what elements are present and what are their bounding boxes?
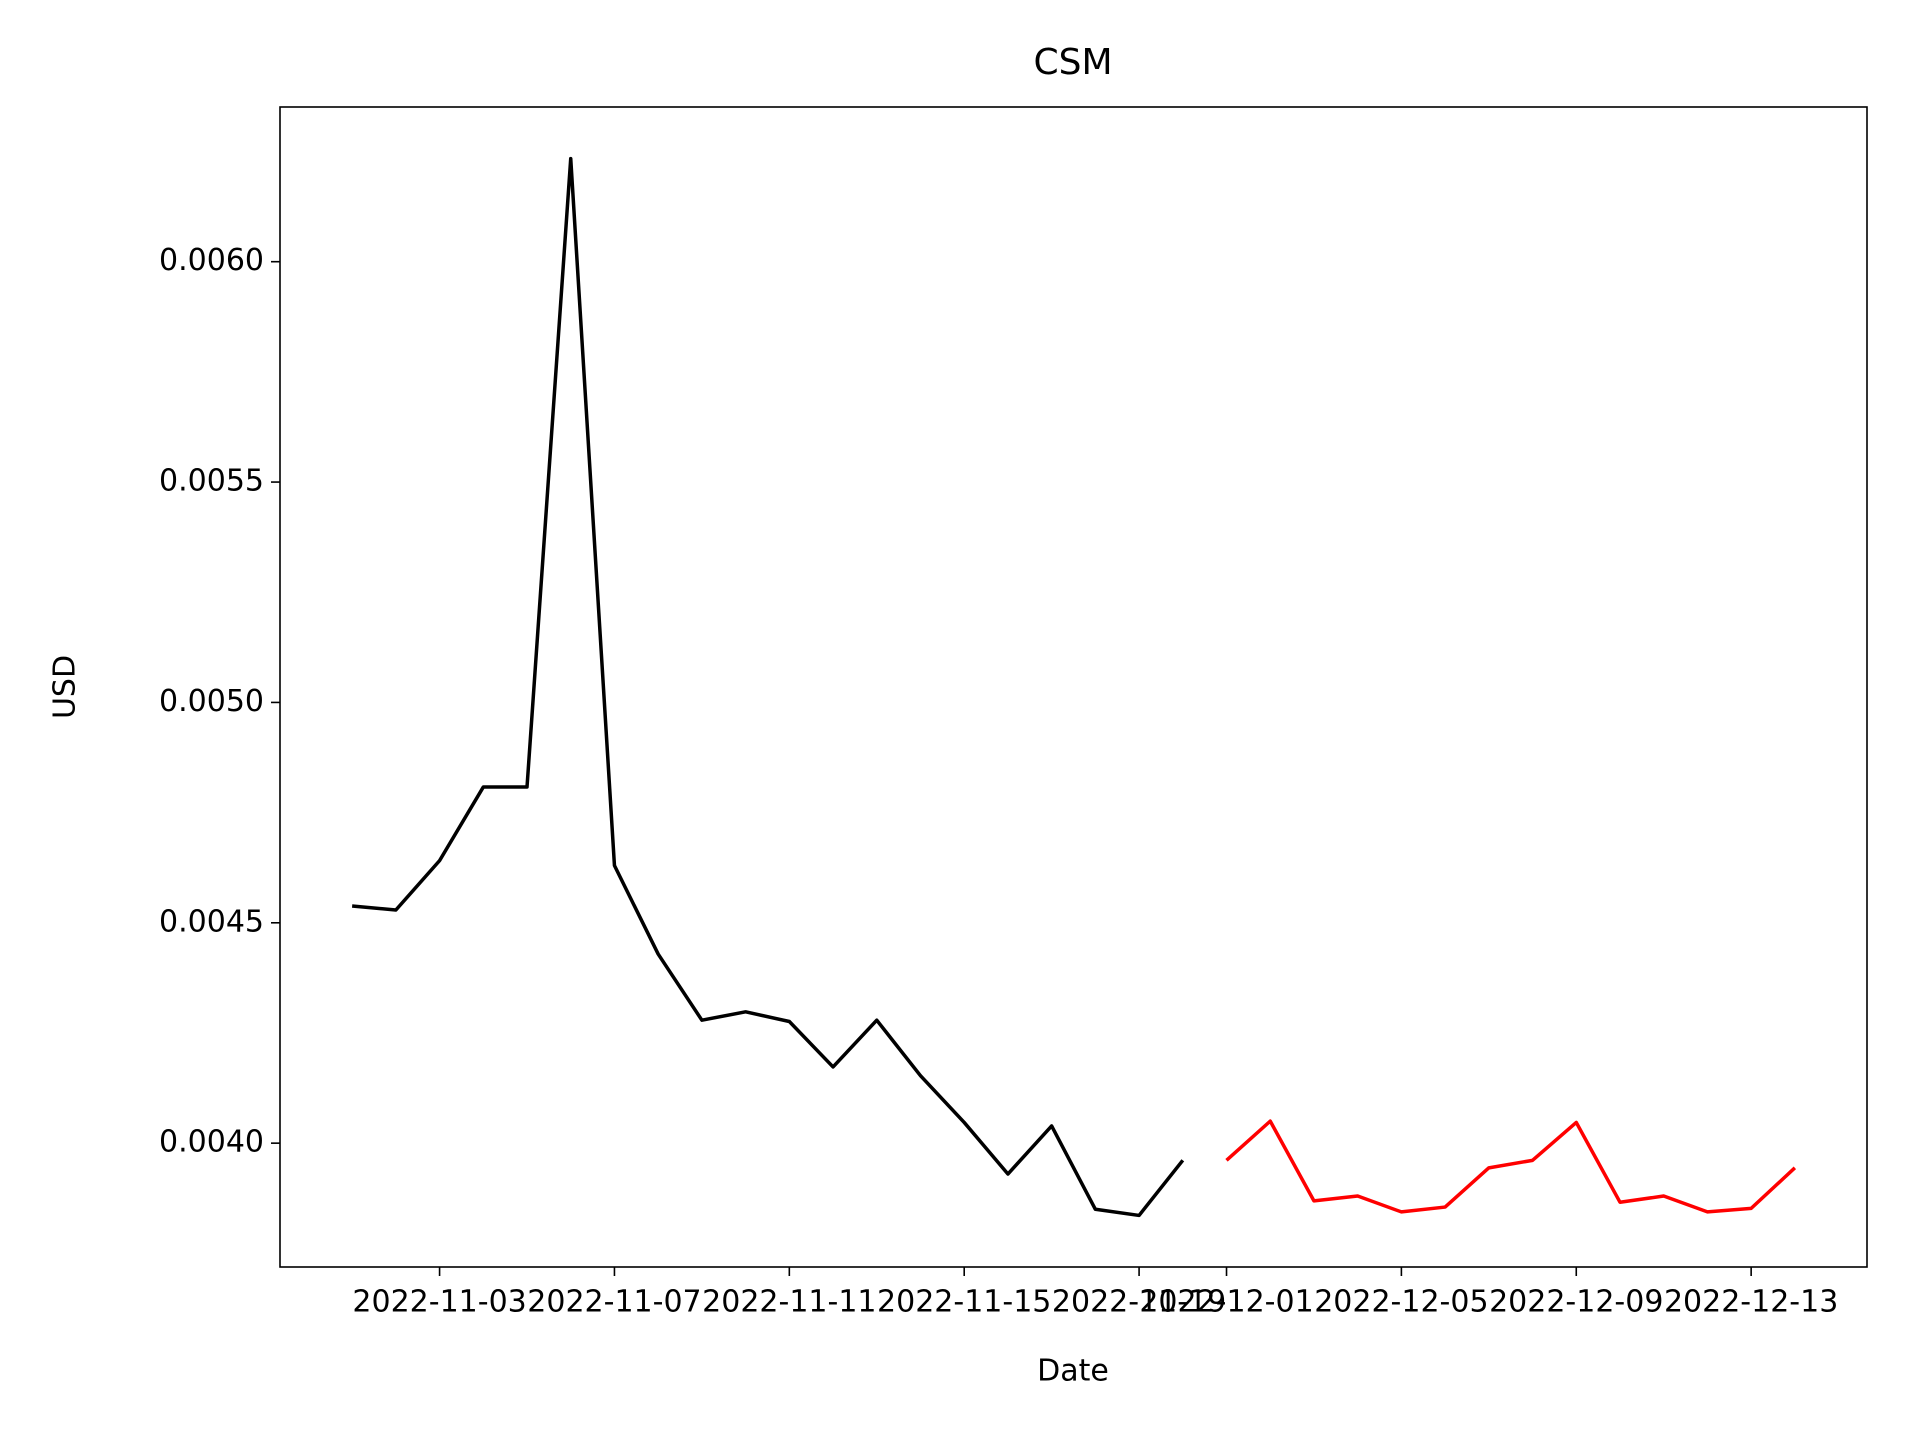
plot-frame xyxy=(279,106,1868,1268)
y-tick-label: 0.0055 xyxy=(159,464,264,499)
x-tick-label: 2022-12-05 xyxy=(1314,1285,1488,1320)
x-tick-label: 2022-11-11 xyxy=(702,1285,876,1320)
y-tick-label: 0.0060 xyxy=(159,243,264,278)
line-series xyxy=(351,156,1185,1218)
y-tick-label: 0.0050 xyxy=(159,684,264,719)
y-tick-label: 0.0040 xyxy=(159,1125,264,1160)
x-tick-label: 2022-12-01 xyxy=(1139,1285,1313,1320)
x-axis-label: Date xyxy=(1037,1354,1109,1389)
chart-title: CSM xyxy=(1033,42,1112,83)
x-tick-label: 2022-11-07 xyxy=(527,1285,701,1320)
y-tick-label: 0.0045 xyxy=(159,904,264,939)
y-axis-label: USD xyxy=(48,655,83,719)
x-tick-label: 2022-12-13 xyxy=(1664,1285,1838,1320)
x-tick-label: 2022-11-15 xyxy=(877,1285,1051,1320)
x-tick-label: 2022-11-03 xyxy=(352,1285,526,1320)
x-tick-label: 2022-11-19 xyxy=(1052,1285,1226,1320)
line-series xyxy=(1225,1119,1797,1214)
x-tick-label: 2022-12-09 xyxy=(1489,1285,1663,1320)
